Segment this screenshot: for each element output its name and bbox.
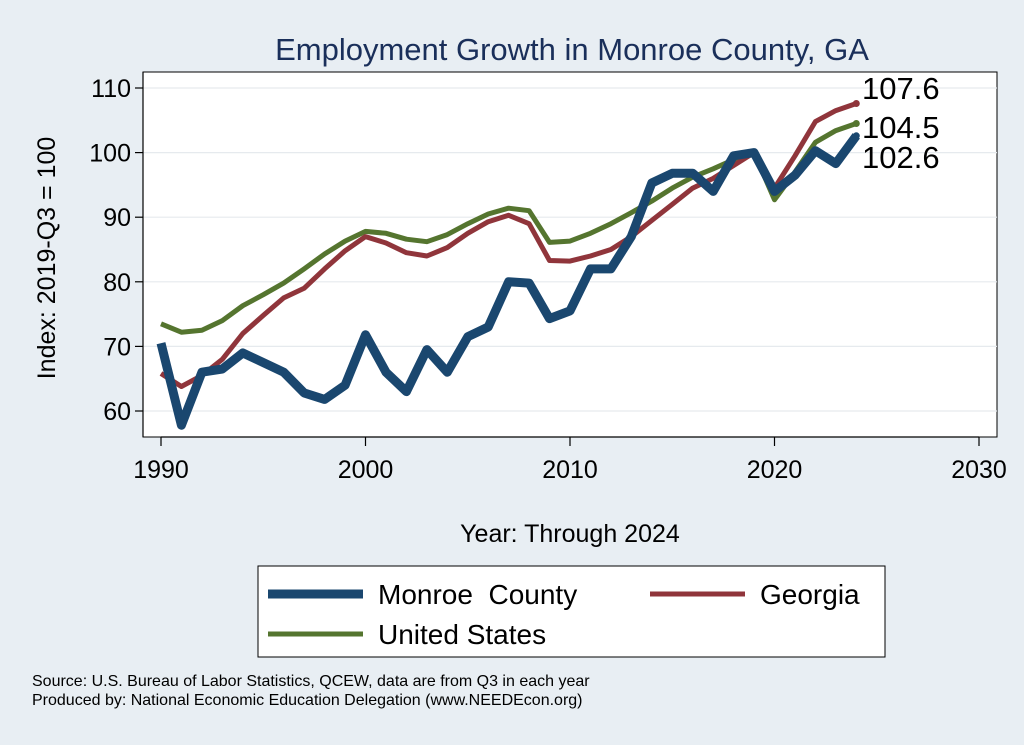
- x-tick-label: 2010: [542, 456, 598, 484]
- y-tick-label: 90: [103, 204, 131, 232]
- x-tick-label: 2020: [747, 456, 803, 484]
- y-tick-label: 80: [103, 269, 131, 297]
- legend-label: Monroe County: [378, 579, 577, 610]
- y-tick-label: 110: [91, 75, 131, 103]
- source-line: Source: U.S. Bureau of Labor Statistics,…: [32, 673, 590, 690]
- legend-box: [257, 565, 886, 658]
- legend: Monroe County Georgia United States: [257, 565, 886, 658]
- series-lines: [156, 100, 860, 430]
- series-line-1: [159, 101, 858, 389]
- series-end-marker: [852, 100, 860, 108]
- end-value-label: 104.5: [862, 110, 940, 145]
- chart-svg: 60 70 80 90 100 110 1990 2000 2010 2020 2030 102.6…: [33, 32, 1007, 658]
- end-value-label: 107.6: [862, 71, 940, 106]
- x-tick-label: 1990: [133, 456, 189, 484]
- legend-label: United States: [378, 619, 546, 650]
- x-tick-label: 2000: [338, 456, 394, 484]
- y-tick-label: 100: [89, 140, 131, 168]
- end-labels: 102.6 107.6 104.5: [862, 71, 940, 175]
- y-tick-label: 60: [103, 398, 131, 426]
- axes: 60 70 80 90 100 110 1990 2000 2010 2020 2030: [89, 72, 1007, 484]
- chart-title: Employment Growth in Monroe County, GA: [275, 32, 869, 67]
- y-axis-title: Index: 2019-Q3 = 100: [33, 137, 61, 380]
- series-end-marker: [852, 120, 860, 128]
- x-tick-label: 2030: [951, 456, 1007, 484]
- series-line-0: [156, 133, 860, 430]
- series-end-marker: [852, 132, 860, 140]
- end-value-label: 102.6: [862, 140, 940, 175]
- x-axis-title: Year: Through 2024: [460, 520, 680, 548]
- source-notes: Source: U.S. Bureau of Labor Statistics,…: [32, 672, 590, 710]
- y-tick-label: 70: [103, 333, 131, 361]
- legend-label: Georgia: [760, 579, 860, 610]
- produced-by-line: Produced by: National Economic Education…: [32, 692, 583, 709]
